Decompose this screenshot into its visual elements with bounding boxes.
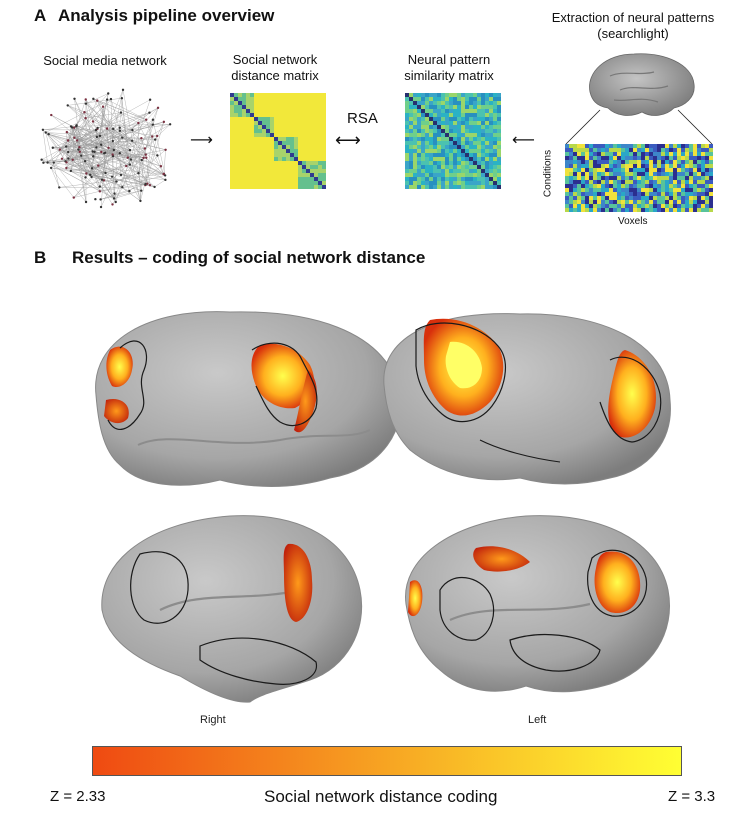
colorbar-max-label: Z = 3.3	[668, 788, 716, 805]
similarity-matrix-caption-line1: Neural pattern	[407, 52, 491, 67]
colorbar-title: Social network distance coding	[264, 787, 498, 806]
rsa-double-arrow: ⟷	[335, 130, 361, 150]
arrow-left: ⟵	[512, 132, 535, 149]
similarity-matrix-caption: Neural pattern similarity matrix	[384, 52, 514, 84]
distance-matrix	[230, 93, 326, 189]
zoom-lines	[565, 109, 713, 145]
colorbar-min-label: Z = 2.33	[50, 788, 106, 805]
similarity-matrix	[405, 93, 501, 189]
panel-b-title: Results – coding of social network dista…	[72, 248, 426, 267]
right-hemisphere-label: Right	[200, 714, 226, 726]
brain-right-lateral	[101, 515, 363, 703]
distance-matrix-caption-line1: Social network	[232, 52, 318, 67]
distance-matrix-caption: Social network distance matrix	[210, 52, 340, 84]
extraction-caption-line1: Extraction of neural patterns	[551, 10, 715, 25]
panel-b-letter: B	[34, 248, 47, 267]
voxel-pattern-matrix	[565, 144, 713, 212]
brain-left-lateral	[405, 515, 670, 693]
conditions-axis: Conditions	[541, 140, 555, 210]
colorbar	[92, 746, 682, 776]
social-network-graph	[40, 88, 172, 209]
distance-matrix-caption-line2: distance matrix	[231, 68, 319, 83]
similarity-matrix-caption-line2: similarity matrix	[404, 68, 494, 83]
left-hemisphere-label: Left	[528, 714, 547, 726]
panel-a-letter: A	[34, 6, 47, 25]
extraction-caption: Extraction of neural patterns (searchlig…	[538, 10, 728, 42]
small-brain-icon	[589, 53, 695, 116]
rsa-label: RSA	[347, 110, 378, 127]
brain-right-medial	[95, 311, 402, 487]
conditions-label: Conditions	[542, 149, 554, 198]
brain-surface-renders	[95, 311, 671, 703]
voxels-label: Voxels	[618, 216, 648, 227]
panel-a-title: Analysis pipeline overview	[58, 6, 275, 25]
network-caption: Social media network	[43, 53, 167, 68]
extraction-caption-line2: (searchlight)	[597, 26, 669, 41]
arrow-right-1: ⟶	[190, 132, 213, 149]
brain-left-medial	[383, 313, 671, 485]
